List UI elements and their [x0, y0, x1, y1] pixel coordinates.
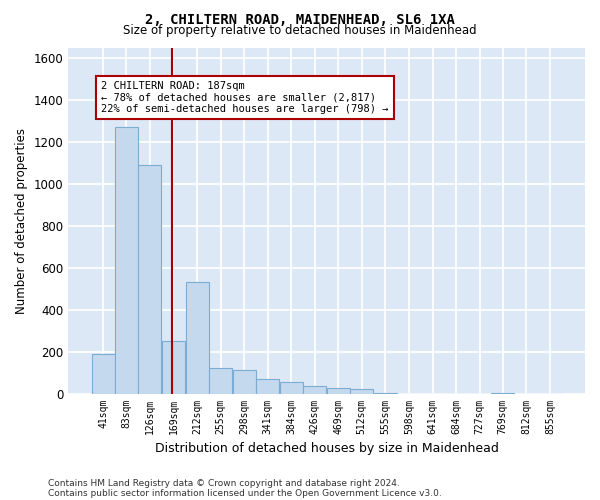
Bar [162, 341, 185, 394]
Text: 2 CHILTERN ROAD: 187sqm
← 78% of detached houses are smaller (2,817)
22% of semi: 2 CHILTERN ROAD: 187sqm ← 78% of detache… [101, 81, 388, 114]
Bar [280, 382, 303, 394]
Text: Contains public sector information licensed under the Open Government Licence v3: Contains public sector information licen… [48, 488, 442, 498]
Text: Size of property relative to detached houses in Maidenhead: Size of property relative to detached ho… [123, 24, 477, 37]
Bar [303, 386, 326, 394]
Bar [185, 282, 209, 394]
Bar [92, 354, 115, 394]
Bar [374, 392, 397, 394]
Bar [209, 368, 232, 394]
Bar [139, 165, 161, 394]
X-axis label: Distribution of detached houses by size in Maidenhead: Distribution of detached houses by size … [155, 442, 499, 455]
Bar [350, 390, 373, 394]
Text: 2, CHILTERN ROAD, MAIDENHEAD, SL6 1XA: 2, CHILTERN ROAD, MAIDENHEAD, SL6 1XA [145, 12, 455, 26]
Text: Contains HM Land Registry data © Crown copyright and database right 2024.: Contains HM Land Registry data © Crown c… [48, 478, 400, 488]
Y-axis label: Number of detached properties: Number of detached properties [15, 128, 28, 314]
Bar [233, 370, 256, 394]
Bar [256, 379, 280, 394]
Bar [326, 388, 350, 394]
Bar [491, 392, 514, 394]
Bar [115, 127, 138, 394]
